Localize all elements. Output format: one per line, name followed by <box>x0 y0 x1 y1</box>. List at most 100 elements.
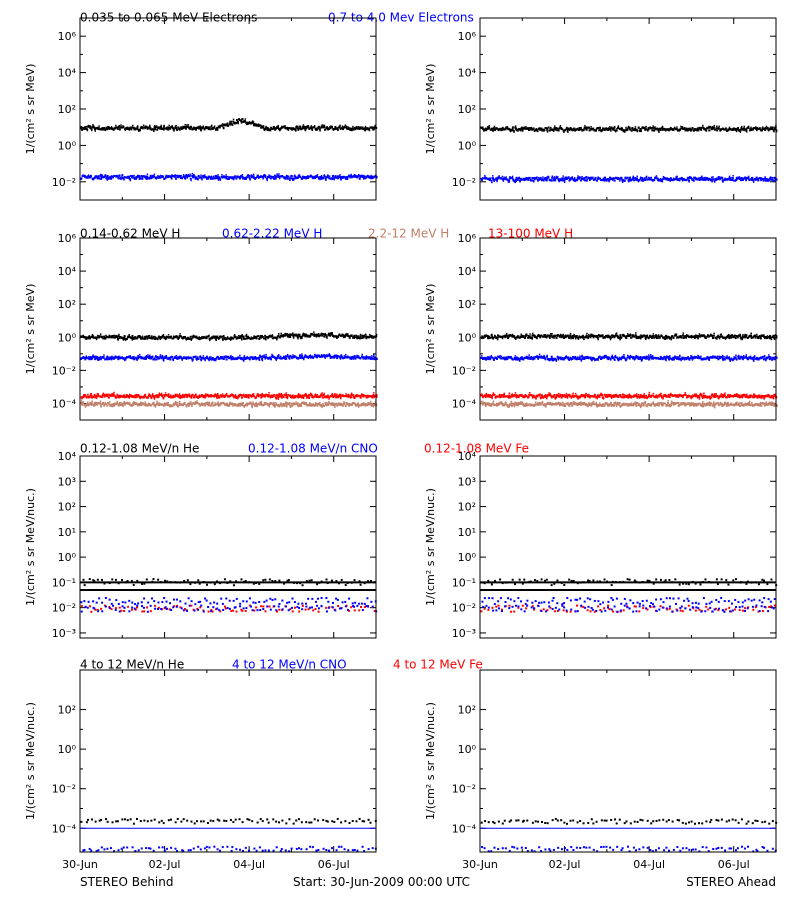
data-point <box>632 178 634 181</box>
data-point <box>87 176 90 179</box>
data-point <box>255 396 257 398</box>
data-point <box>295 125 298 127</box>
data-point <box>163 395 166 398</box>
data-point <box>314 402 317 405</box>
data-point <box>221 356 224 358</box>
data-point <box>222 401 225 404</box>
data-point <box>312 403 314 405</box>
data-point <box>641 126 644 128</box>
data-point <box>164 177 167 180</box>
data-point <box>297 396 299 399</box>
data-point <box>297 357 300 360</box>
data-point <box>247 396 250 399</box>
data-point <box>321 404 324 407</box>
data-point <box>88 175 90 178</box>
data-point <box>144 393 147 396</box>
data-point <box>255 177 257 179</box>
data-point <box>248 121 251 123</box>
data-point <box>275 401 277 404</box>
data-point <box>320 174 323 177</box>
data-point <box>102 176 105 179</box>
data-point <box>85 395 88 398</box>
data-point <box>673 127 676 130</box>
data-point <box>302 125 305 128</box>
data-point <box>711 178 714 181</box>
data-point <box>328 400 330 403</box>
data-point <box>489 179 492 181</box>
data-point <box>131 176 134 178</box>
data-point <box>80 400 83 402</box>
data-point <box>236 336 238 338</box>
data-point <box>185 393 187 396</box>
data-point <box>229 120 231 123</box>
data-point <box>673 178 676 180</box>
data-point <box>227 176 229 178</box>
data-point <box>137 395 139 398</box>
data-point <box>268 392 270 394</box>
data-point <box>337 335 340 338</box>
data-point <box>511 129 514 132</box>
data-point <box>360 174 363 177</box>
data-point <box>129 177 132 180</box>
data-point <box>727 129 730 132</box>
data-point <box>190 337 193 340</box>
data-point <box>243 356 246 359</box>
data-point <box>297 403 299 405</box>
data-point <box>316 356 319 359</box>
data-point <box>159 355 162 358</box>
data-point <box>260 400 263 403</box>
data-point <box>135 393 138 396</box>
data-point <box>90 127 93 130</box>
data-point <box>124 358 127 361</box>
data-point <box>231 124 234 126</box>
data-point <box>136 127 138 130</box>
data-point <box>356 394 359 397</box>
data-point <box>215 356 218 359</box>
data-point <box>293 397 295 399</box>
data-point <box>373 354 375 356</box>
data-point <box>322 177 325 180</box>
data-point <box>607 128 610 131</box>
data-point <box>162 334 165 336</box>
data-point <box>584 125 586 127</box>
data-point <box>124 127 127 130</box>
data-point <box>126 177 128 179</box>
data-point <box>718 125 720 128</box>
data-point <box>523 126 525 129</box>
data-point <box>273 127 275 130</box>
data-point <box>162 125 165 128</box>
data-point <box>660 127 662 130</box>
data-point <box>98 178 101 180</box>
data-point <box>757 179 760 182</box>
data-point <box>710 179 713 182</box>
data-point <box>759 178 762 181</box>
data-point <box>316 333 319 336</box>
data-point <box>226 358 228 361</box>
data-point <box>185 339 188 341</box>
data-point <box>638 179 640 182</box>
data-point <box>84 394 87 396</box>
data-point <box>103 175 105 178</box>
data-point <box>95 397 98 399</box>
data-point <box>284 178 287 180</box>
data-point <box>480 127 483 129</box>
data-point <box>264 395 267 398</box>
data-point <box>313 125 316 127</box>
data-point <box>91 129 93 132</box>
data-point <box>191 174 194 177</box>
data-point <box>316 127 319 129</box>
data-point <box>624 131 626 133</box>
data-point <box>319 130 321 132</box>
data-point <box>308 175 311 178</box>
data-point <box>576 179 579 182</box>
data-point <box>565 176 568 178</box>
data-point <box>604 129 606 131</box>
data-point <box>505 126 507 128</box>
data-point <box>174 400 177 403</box>
data-point <box>83 127 86 130</box>
data-point <box>111 394 114 397</box>
data-point <box>271 355 274 358</box>
data-point <box>502 126 504 129</box>
data-point <box>360 397 362 399</box>
